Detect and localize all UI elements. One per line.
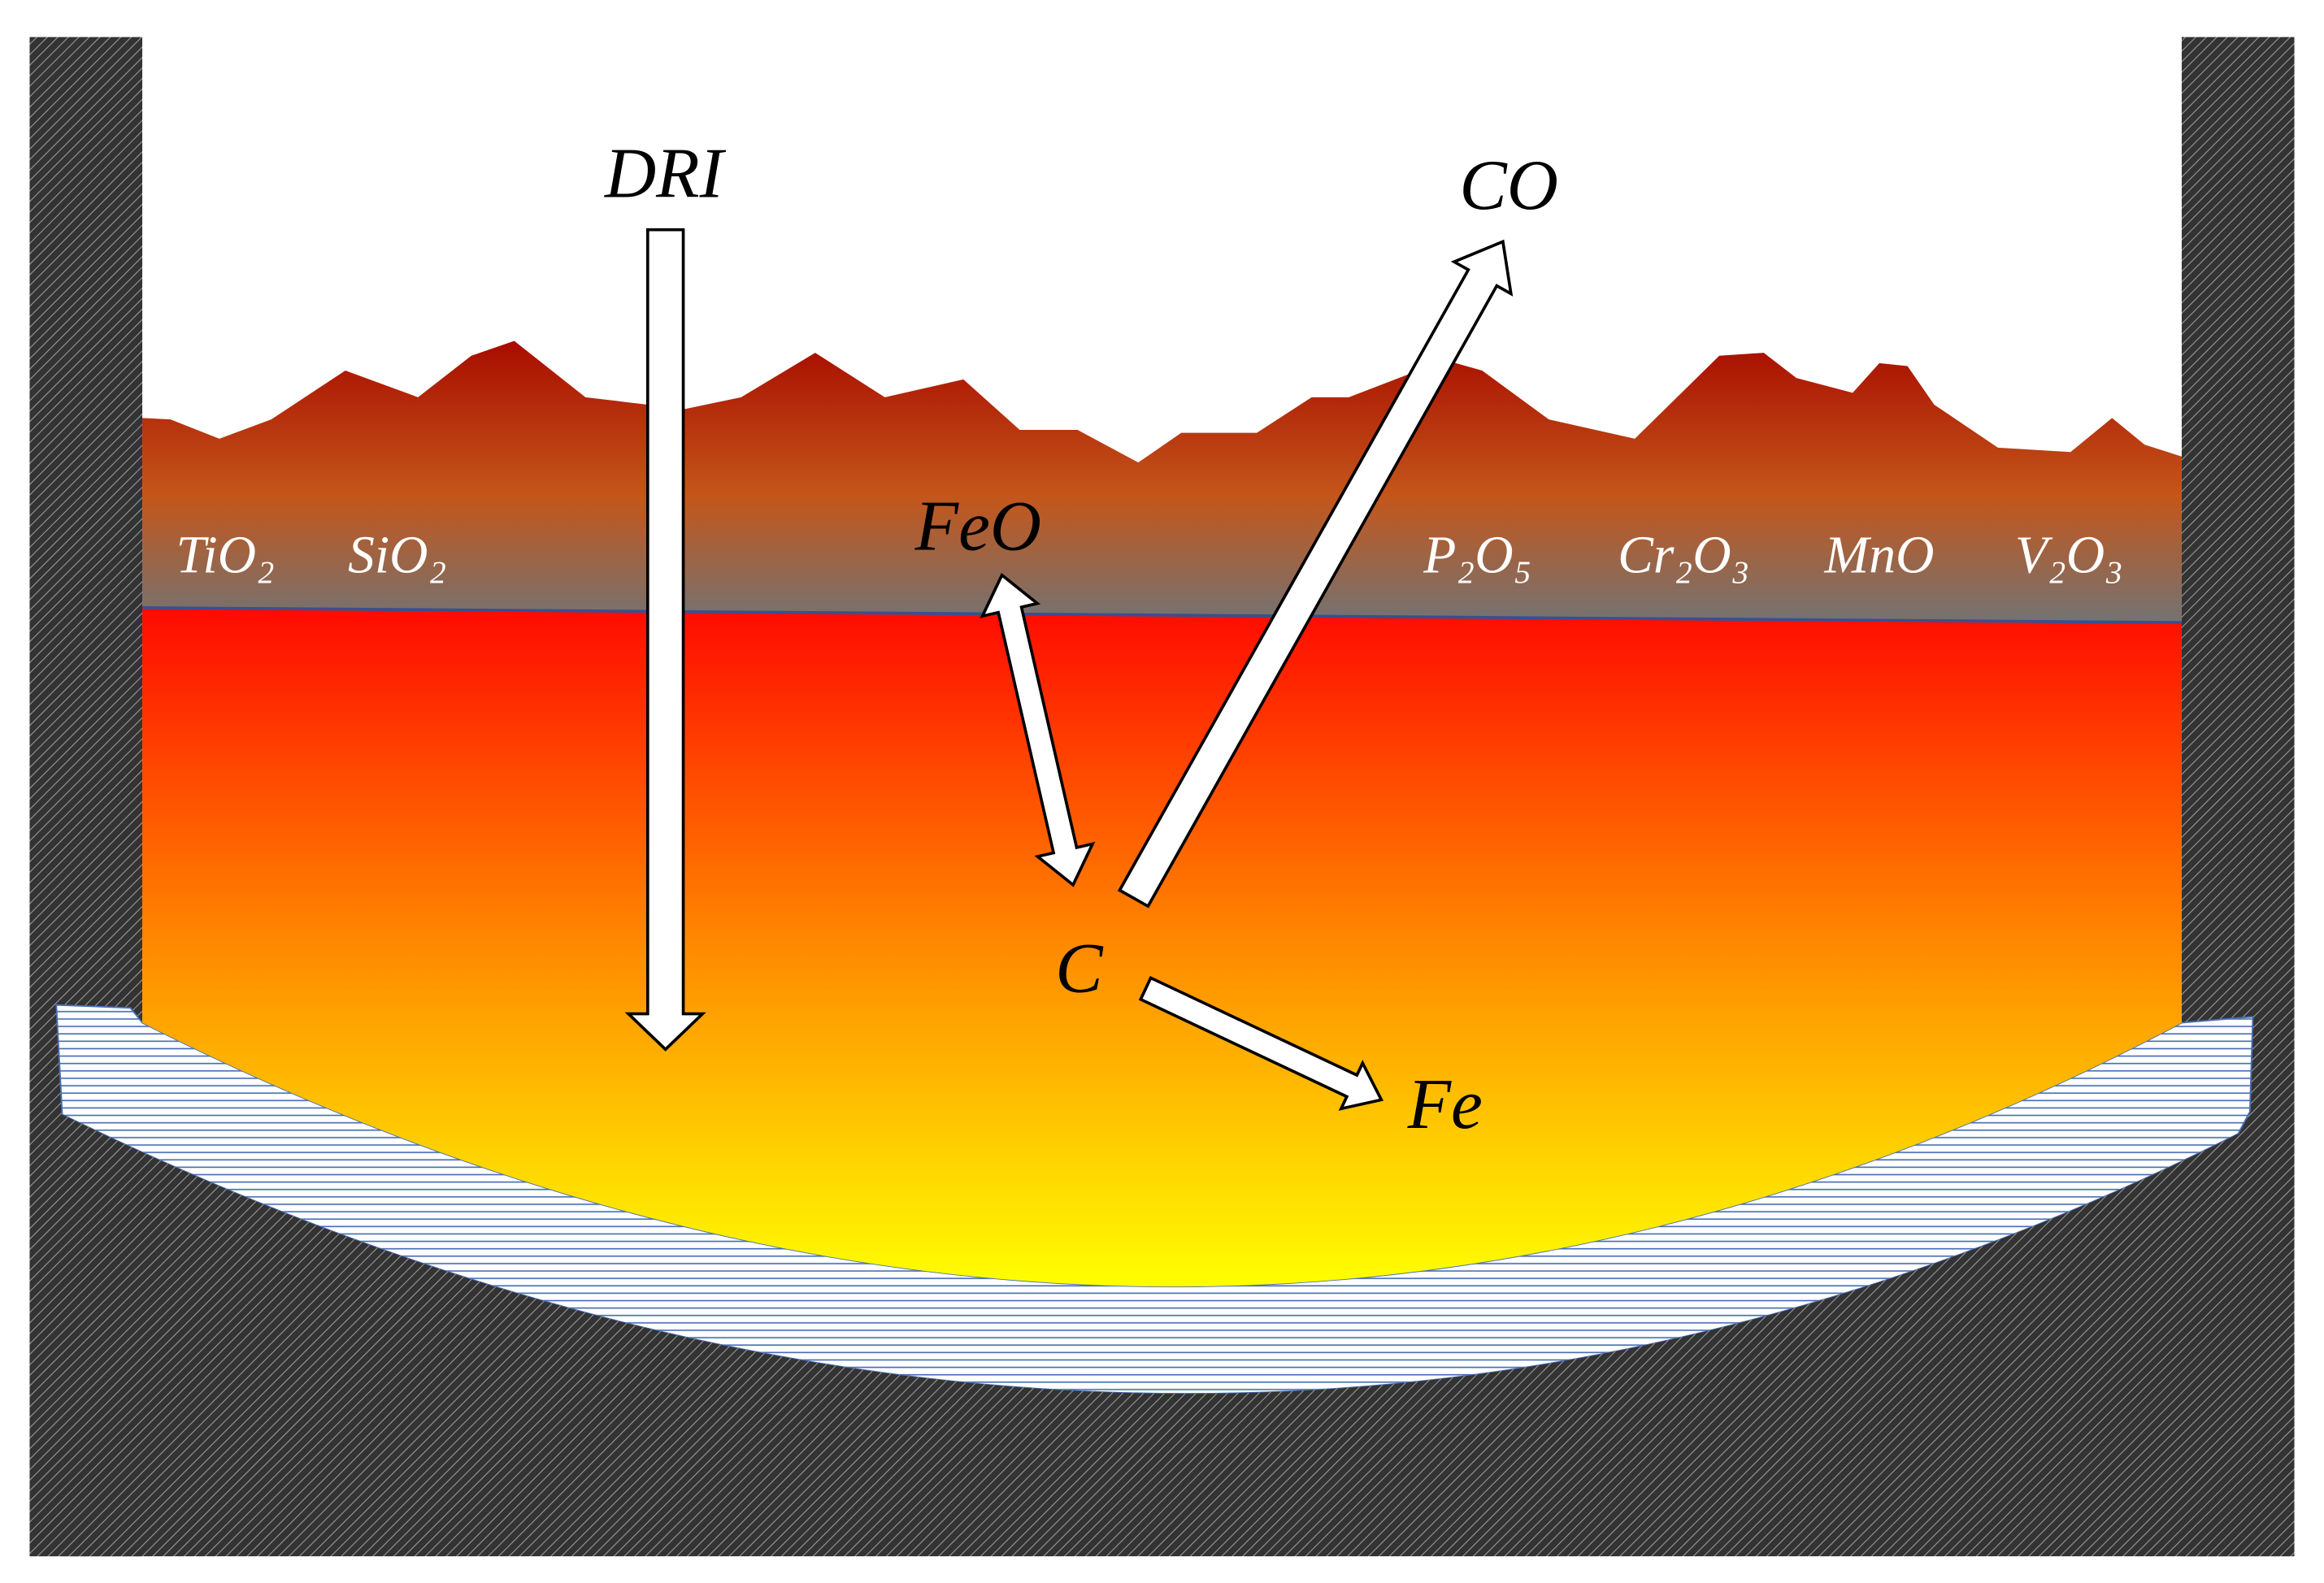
arrows xyxy=(624,228,1514,1111)
slag-labels: TiO₂ SiO₂ P₂O₅ Cr₂O₃ MnO V₂O₃ xyxy=(176,526,2122,585)
slag-component: TiO₂ xyxy=(176,526,274,585)
slag-component: SiO₂ xyxy=(348,526,446,585)
fe-label: Fe xyxy=(1407,1065,1483,1143)
feo-label: FeO xyxy=(914,487,1041,566)
dri-label: DRI xyxy=(604,134,727,213)
fe-arrow xyxy=(1138,975,1384,1111)
co-arrow xyxy=(1117,239,1514,909)
co-label: CO xyxy=(1459,145,1558,224)
slag-component: Cr₂O₃ xyxy=(1618,526,1749,585)
dri-arrow xyxy=(624,228,706,1052)
slag-component: V₂O₃ xyxy=(2015,526,2123,585)
hearth xyxy=(62,1114,2239,1557)
c-label: C xyxy=(1055,928,1104,1007)
feo-c-arrow xyxy=(980,572,1096,887)
slag-component: P₂O₅ xyxy=(1423,526,1531,585)
slag-component: MnO xyxy=(1824,526,1935,585)
slag-metal-interface xyxy=(142,606,2182,624)
